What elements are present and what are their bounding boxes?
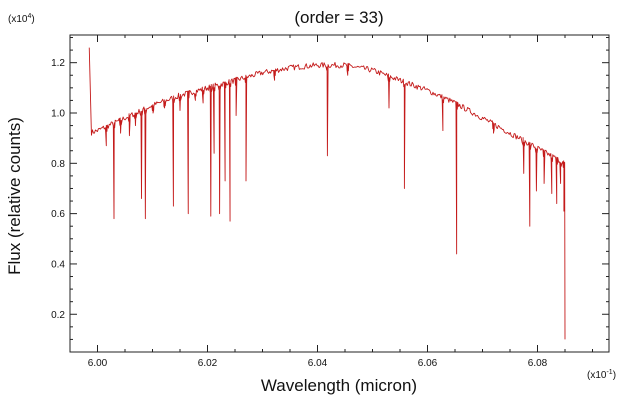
y-axis-label: Flux (relative counts): [5, 117, 24, 275]
y-tick-label: 0.4: [51, 259, 65, 270]
y-tick-label: 1.2: [51, 58, 65, 69]
y-tick-label: 1.0: [51, 108, 65, 119]
x-tick-label: 6.00: [88, 358, 108, 369]
x-tick-label: 6.08: [528, 358, 548, 369]
y-tick-label: 0.6: [51, 209, 65, 220]
tick-labels: 6.00 6.02 6.04 6.06 6.08 0.2 0.4 0.6 0.8 1.0 1.2: [51, 58, 548, 369]
y-tick-label: 0.2: [51, 310, 65, 321]
x-axis-label: Wavelength (micron): [261, 376, 417, 395]
x-tick-label: 6.06: [418, 358, 438, 369]
chart-title: (order = 33): [294, 8, 383, 27]
spectrum-line: [88, 47, 566, 340]
x-tick-label: 6.04: [308, 358, 328, 369]
x-multiplier-label: (x10-1): [587, 369, 616, 381]
x-tick-label: 6.02: [198, 358, 218, 369]
plot-frame: [69, 34, 610, 353]
axis-ticks: [69, 35, 609, 353]
y-multiplier-label: (x104): [8, 13, 35, 25]
y-tick-label: 0.8: [51, 159, 65, 170]
